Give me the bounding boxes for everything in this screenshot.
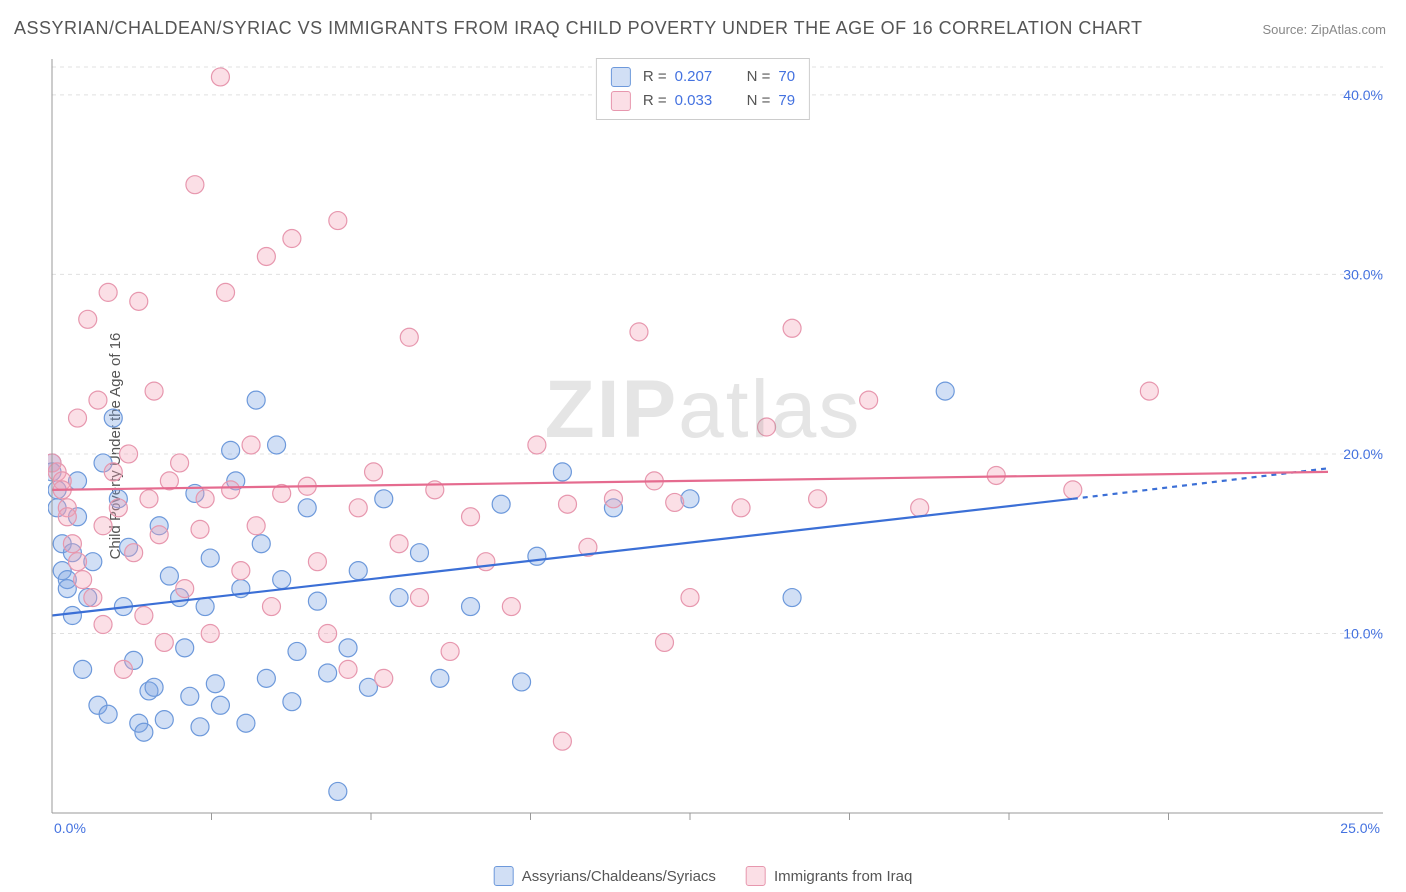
legend-item-series2: Immigrants from Iraq bbox=[746, 866, 912, 886]
legend-row-series2: R = 0.033 N = 79 bbox=[611, 89, 795, 113]
n-label: N = bbox=[747, 65, 771, 89]
svg-text:10.0%: 10.0% bbox=[1343, 625, 1383, 641]
n-label: N = bbox=[747, 89, 771, 113]
svg-text:0.0%: 0.0% bbox=[54, 820, 86, 836]
scatter-plot: 10.0% 20.0% 30.0% 40.0% 0.0% 25.0% bbox=[48, 55, 1388, 845]
svg-text:25.0%: 25.0% bbox=[1340, 820, 1380, 836]
legend-item-series1: Assyrians/Chaldeans/Syriacs bbox=[494, 866, 716, 886]
chart-title: ASSYRIAN/CHALDEAN/SYRIAC VS IMMIGRANTS F… bbox=[14, 18, 1143, 39]
legend-swatch-series1 bbox=[494, 866, 514, 886]
legend-swatch-series1 bbox=[611, 67, 631, 87]
n-value-series1: 70 bbox=[778, 65, 795, 89]
chart-area: 10.0% 20.0% 30.0% 40.0% 0.0% 25.0% bbox=[48, 55, 1388, 845]
r-label: R = bbox=[643, 89, 667, 113]
correlation-legend: R = 0.207 N = 70 R = 0.033 N = 79 bbox=[596, 58, 810, 120]
series-legend: Assyrians/Chaldeans/Syriacs Immigrants f… bbox=[494, 866, 913, 886]
r-value-series1: 0.207 bbox=[675, 65, 725, 89]
svg-text:20.0%: 20.0% bbox=[1343, 446, 1383, 462]
legend-label-series2: Immigrants from Iraq bbox=[774, 868, 912, 885]
legend-row-series1: R = 0.207 N = 70 bbox=[611, 65, 795, 89]
n-value-series2: 79 bbox=[778, 89, 795, 113]
legend-swatch-series2 bbox=[746, 866, 766, 886]
legend-swatch-series2 bbox=[611, 91, 631, 111]
r-value-series2: 0.033 bbox=[675, 89, 725, 113]
source-attribution: Source: ZipAtlas.com bbox=[1262, 22, 1386, 37]
legend-label-series1: Assyrians/Chaldeans/Syriacs bbox=[522, 868, 716, 885]
r-label: R = bbox=[643, 65, 667, 89]
svg-text:30.0%: 30.0% bbox=[1343, 266, 1383, 282]
svg-text:40.0%: 40.0% bbox=[1343, 87, 1383, 103]
